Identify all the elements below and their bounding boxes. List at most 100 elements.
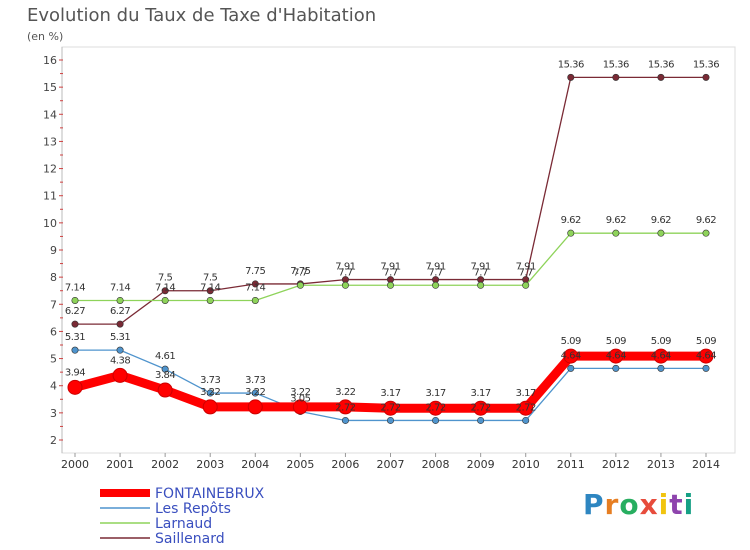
data-label: 15.36 <box>558 59 584 70</box>
data-label: 6.27 <box>110 306 130 317</box>
data-point <box>432 281 440 289</box>
data-label: 5.09 <box>696 336 716 347</box>
data-label: 15.36 <box>693 59 719 70</box>
data-point <box>563 348 579 364</box>
data-point <box>653 348 669 364</box>
data-point <box>383 400 398 416</box>
data-point <box>698 348 714 364</box>
data-point <box>567 73 575 81</box>
data-point <box>702 364 710 372</box>
data-label: 7.5 <box>203 273 218 284</box>
data-label: 7.14 <box>200 282 220 293</box>
y-tick-label: 2 <box>50 434 57 447</box>
data-point <box>702 229 710 237</box>
data-label: 5.31 <box>110 332 130 343</box>
data-label: 15.36 <box>603 59 629 70</box>
logo-letter: t <box>669 488 684 521</box>
data-label: 9.62 <box>561 215 581 226</box>
data-label: 7.75 <box>245 266 265 277</box>
data-label: 3.17 <box>471 388 491 399</box>
data-label: 3.84 <box>155 370 175 381</box>
data-point <box>157 382 173 398</box>
x-tick-label: 2008 <box>422 458 450 471</box>
chart-subtitle: (en %) <box>27 30 64 43</box>
data-label: 4.64 <box>561 350 581 361</box>
data-label: 5.09 <box>561 336 581 347</box>
x-tick-label: 2014 <box>692 458 720 471</box>
data-label: 2.72 <box>516 402 536 413</box>
data-point <box>477 416 485 424</box>
y-tick-label: 10 <box>43 217 57 230</box>
data-point <box>296 281 304 289</box>
proxiti-logo: Proxiti <box>583 488 694 521</box>
logo-letter: P <box>583 488 605 521</box>
data-point <box>432 416 440 424</box>
data-point <box>522 416 530 424</box>
data-label: 4.61 <box>155 351 175 362</box>
data-label: 4.38 <box>110 355 130 366</box>
data-point <box>67 379 83 395</box>
data-label: 7.75 <box>290 266 310 277</box>
data-point <box>608 348 624 364</box>
logo-letter: i <box>683 488 695 521</box>
data-label: 7.7 <box>519 267 534 278</box>
data-point <box>71 320 79 328</box>
data-point <box>116 320 124 328</box>
data-label: 9.62 <box>651 215 671 226</box>
data-label: 7.7 <box>338 267 353 278</box>
data-label: 2.72 <box>471 402 491 413</box>
data-point <box>251 296 259 304</box>
data-label: 4.64 <box>696 350 716 361</box>
x-tick-label: 2003 <box>196 458 224 471</box>
x-tick-label: 2002 <box>151 458 179 471</box>
data-label: 2.72 <box>380 402 400 413</box>
data-point <box>567 364 575 372</box>
data-point <box>341 416 349 424</box>
data-point <box>206 296 214 304</box>
data-point <box>612 229 620 237</box>
x-tick-label: 2007 <box>377 458 405 471</box>
data-point <box>473 400 489 416</box>
x-tick-label: 2013 <box>647 458 675 471</box>
logo-letter: r <box>604 488 620 521</box>
logo-letter: o <box>619 488 640 521</box>
y-tick-label: 14 <box>43 108 57 121</box>
legend-label: Saillenard <box>155 531 225 547</box>
x-tick-label: 2009 <box>467 458 495 471</box>
data-label: 9.62 <box>606 215 626 226</box>
y-tick-label: 12 <box>43 163 57 176</box>
data-point <box>116 346 124 354</box>
data-label: 3.73 <box>200 375 220 386</box>
data-label: 7.91 <box>335 262 355 273</box>
data-label: 3.94 <box>65 367 85 378</box>
y-tick-label: 15 <box>43 81 57 94</box>
data-label: 4.64 <box>606 350 626 361</box>
data-label: 3.73 <box>245 375 265 386</box>
data-point <box>251 280 259 288</box>
x-tick-label: 2011 <box>557 458 585 471</box>
data-label: 4.64 <box>651 350 671 361</box>
data-label: 7.5 <box>158 273 173 284</box>
data-point <box>161 296 169 304</box>
data-point <box>206 287 214 295</box>
data-point <box>657 229 665 237</box>
data-label: 7.91 <box>425 262 445 273</box>
data-point <box>428 400 444 416</box>
data-label: 3.22 <box>200 387 220 398</box>
data-point <box>161 365 169 373</box>
data-point <box>341 281 349 289</box>
data-label: 7.91 <box>380 262 400 273</box>
data-point <box>247 399 263 415</box>
legend-label: Larnaud <box>155 516 212 532</box>
data-label: 5.09 <box>651 336 671 347</box>
data-label: 7.14 <box>245 282 265 293</box>
y-tick-label: 9 <box>50 244 57 257</box>
data-point <box>112 367 128 383</box>
logo-letter: x <box>639 488 659 521</box>
data-point <box>386 281 394 289</box>
data-label: 3.22 <box>335 387 355 398</box>
data-label: 7.7 <box>428 267 443 278</box>
data-label: 15.36 <box>648 59 674 70</box>
y-tick-label: 3 <box>50 407 57 420</box>
